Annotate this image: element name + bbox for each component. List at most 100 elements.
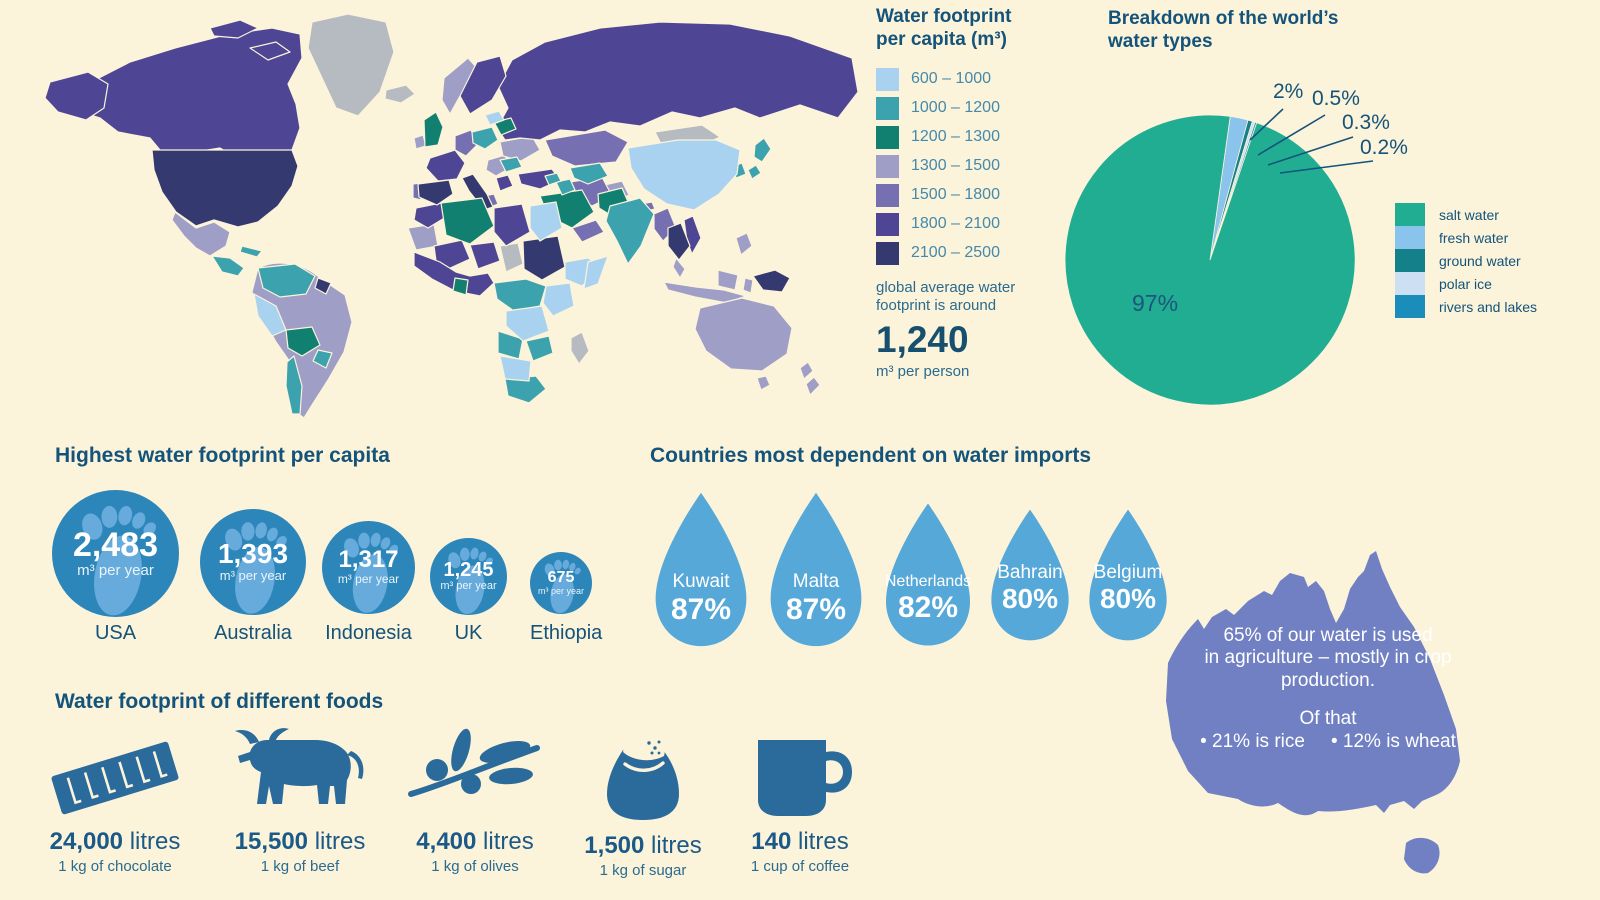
- map-band-1800-2100: [44, 19, 859, 297]
- map-greece: [495, 174, 514, 192]
- legend-label: 1000 – 1200: [911, 99, 1000, 117]
- map-belarus: [493, 117, 517, 136]
- map-ghana: [452, 277, 469, 296]
- food-desc: 1 cup of coffee: [750, 858, 850, 875]
- australia-rice-bullet: • 21% is rice: [1200, 730, 1305, 752]
- pie-callout-lines: [1249, 108, 1374, 174]
- footprint-value: 2,483: [72, 525, 159, 564]
- australia-wheat-bullet: • 12% is wheat: [1330, 730, 1456, 752]
- map-band-1200-1300: [285, 111, 630, 357]
- drop-percent: 80%: [1001, 582, 1059, 614]
- pie-legend: salt water fresh water ground water pola…: [1395, 203, 1537, 318]
- food-value: 4,400 litres: [416, 828, 534, 855]
- map-sweden-finland: [459, 55, 507, 115]
- map-guyana: [314, 277, 332, 295]
- drop-country: Belgium: [1093, 562, 1163, 583]
- sugar-sack-icon: [607, 735, 679, 820]
- drop-country: Bahrain: [997, 562, 1063, 583]
- pie-legend-label: polar ice: [1439, 275, 1492, 292]
- map-greenland: [307, 13, 395, 117]
- map-india: [605, 197, 655, 265]
- map-russia: [496, 21, 859, 141]
- legend-row: 600 – 1000: [876, 67, 1036, 91]
- pie-legend-label: rivers and lakes: [1439, 298, 1538, 315]
- drop-country: Kuwait: [672, 571, 730, 592]
- map-east-africa: [542, 282, 575, 317]
- food-value: 1,500 litres: [584, 832, 702, 859]
- water-types-chart: Breakdown of the world’s water types 2% …: [1040, 5, 1600, 445]
- map-japan-north: [753, 137, 772, 163]
- map-arctic-island-1: [209, 19, 259, 39]
- coffee-mug-icon: [758, 740, 852, 816]
- map-iraq: [555, 178, 576, 196]
- footprint-circle-ethiopia: 675 m³ per year: [530, 552, 592, 614]
- drop-country: Malta: [792, 571, 840, 592]
- australia-callout: 65% of our water is used in agriculture …: [1138, 543, 1516, 888]
- map-niger: [469, 241, 501, 270]
- footprint-circle-uk: 1,245 m³ per year: [430, 538, 507, 615]
- map-band-no-data: [307, 13, 721, 365]
- map-arctic-island-2: [249, 41, 291, 61]
- footprint-country-usa: USA: [94, 622, 137, 644]
- map-baltics: [484, 110, 505, 126]
- footprint-circle-usa: 2,483 m³ per year: [52, 490, 179, 617]
- pie-legend-row: fresh water: [1395, 226, 1537, 249]
- footprint-value: 1,393: [217, 538, 289, 570]
- australia-line3: production.: [1280, 669, 1375, 691]
- pie-legend-row: ground water: [1395, 249, 1537, 272]
- legend-swatch-1800-2100: [876, 212, 899, 236]
- map-kazakhstan: [544, 129, 629, 167]
- map-chad: [499, 242, 524, 273]
- map-sulawesi: [742, 277, 754, 294]
- pie-label-polar-ice: 0.3%: [1342, 111, 1390, 134]
- food-value: 140 litres: [751, 828, 849, 855]
- global-average-value: 1,240: [876, 319, 969, 361]
- map-canada: [61, 27, 303, 166]
- food-item-sugar: 1,500 litres 1 kg of sugar: [543, 728, 743, 879]
- map-yemen-oman: [571, 219, 605, 243]
- pie-legend-label: salt water: [1439, 206, 1499, 223]
- footprint-value: 1,245: [443, 558, 494, 581]
- map-band-600-1000: [253, 110, 741, 382]
- drop-percent: 80%: [1099, 582, 1157, 614]
- map-romania: [499, 156, 523, 173]
- legend-label: 600 – 1000: [911, 70, 992, 88]
- legend-swatch-1500-1800: [876, 183, 899, 207]
- legend-row: 1500 – 1800: [876, 183, 1036, 207]
- pie-slice-salt-water: [1064, 114, 1356, 406]
- drop-country: Netherlands: [884, 573, 972, 590]
- legend-label: 1800 – 2100: [911, 215, 1000, 233]
- map-uzbekistan-turkmenistan: [569, 162, 609, 185]
- map-legend-title: Water footprint per capita (m³): [876, 6, 1012, 50]
- pie-swatch-fresh-water: [1395, 226, 1425, 249]
- footprint-value: 1,317: [338, 546, 399, 574]
- drop-percent: 87%: [670, 592, 732, 626]
- pie-legend-row: polar ice: [1395, 272, 1537, 295]
- pie-swatch-rivers-lakes: [1395, 295, 1425, 318]
- map-usa: [151, 149, 299, 228]
- map-new-zealand-south: [805, 376, 821, 396]
- map-chile: [285, 355, 303, 415]
- drop-belgium: Belgium 80%: [1082, 500, 1174, 650]
- map-namibia-botswana: [499, 355, 532, 382]
- legend-row: 1300 – 1500: [876, 154, 1036, 178]
- map-egypt: [529, 201, 563, 242]
- drop-malta: Malta 87%: [762, 487, 870, 652]
- map-paraguay: [312, 349, 333, 369]
- drop-percent: 87%: [785, 592, 847, 626]
- footprint-circle-australia: 1,393 m³ per year: [200, 509, 306, 615]
- footprint-country-australia: Australia: [214, 622, 292, 644]
- map-cuba: [239, 245, 263, 258]
- australia-of-that: Of that: [1299, 708, 1357, 730]
- legend-swatch-1300-1500: [876, 154, 899, 178]
- food-item-olives: 4,400 litres 1 kg of olives: [375, 728, 575, 875]
- australia-line1: 65% of our water is used: [1223, 625, 1433, 646]
- pie-swatch-ground-water: [1395, 249, 1425, 272]
- legend-label: 1200 – 1300: [911, 128, 1000, 146]
- map-legend: Water footprint per capita (m³) 600 – 10…: [876, 6, 1036, 380]
- footprint-country-indonesia: Indonesia: [325, 622, 412, 644]
- pie-swatch-polar-ice: [1395, 272, 1425, 295]
- map-papua-new-guinea: [752, 269, 791, 293]
- pie-label-rivers-lakes: 0.2%: [1360, 136, 1408, 159]
- map-italy: [461, 173, 494, 211]
